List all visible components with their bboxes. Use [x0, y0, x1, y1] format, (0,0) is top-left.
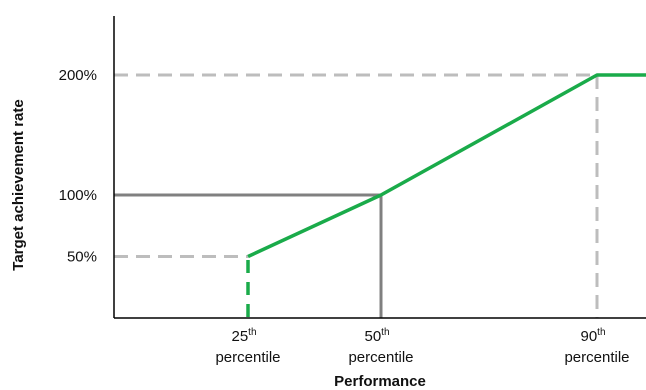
series	[246, 73, 646, 317]
y-axis-title: Target achievement rate	[10, 99, 27, 270]
x-tick-label: 90th percentile	[564, 327, 629, 366]
svg-text:percentile: percentile	[348, 349, 413, 366]
svg-text:percentile: percentile	[215, 349, 280, 366]
x-axis-title: Performance	[334, 373, 426, 390]
y-tick-label: 100%	[59, 187, 97, 204]
y-tick-labels: 50% 100% 200%	[59, 67, 97, 266]
x-tick-label: 25th percentile	[215, 327, 280, 366]
svg-text:90th: 90th	[580, 327, 605, 345]
series-line	[247, 73, 646, 259]
svg-text:percentile: percentile	[564, 349, 629, 366]
x-tick-label: 50th percentile	[348, 327, 413, 366]
x-tick-labels: 25th percentile 50th percentile 90th percenti…	[215, 327, 629, 366]
y-tick-label: 50%	[67, 249, 97, 266]
svg-text:50th: 50th	[364, 327, 389, 345]
reference-lines	[114, 73, 599, 318]
y-tick-label: 200%	[59, 67, 97, 84]
axes	[113, 16, 646, 319]
svg-text:25th: 25th	[231, 327, 256, 345]
